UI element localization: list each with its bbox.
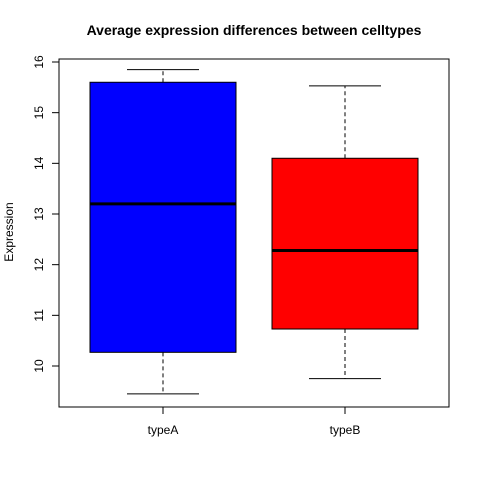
y-axis-label: Expression bbox=[2, 202, 16, 261]
box-typeA bbox=[89, 69, 237, 395]
y-tick-label-12: 12 bbox=[32, 258, 46, 272]
x-tick-label-typeB: typeB bbox=[330, 423, 361, 437]
box-typeB bbox=[271, 85, 419, 380]
y-tick-label-16: 16 bbox=[32, 55, 46, 69]
y-tick-label-11: 11 bbox=[32, 309, 46, 322]
boxes-group bbox=[89, 69, 419, 395]
x-axis: typeA typeB bbox=[148, 406, 361, 437]
y-tick-label-14: 14 bbox=[32, 156, 46, 170]
y-tick-label-15: 15 bbox=[32, 106, 46, 120]
y-tick-label-13: 13 bbox=[32, 207, 46, 221]
x-tick-label-typeA: typeA bbox=[148, 423, 179, 437]
y-tick-label-10: 10 bbox=[32, 359, 46, 373]
iqr-box-typeB bbox=[271, 157, 419, 330]
iqr-box-typeA bbox=[89, 81, 237, 353]
y-axis: 10 11 12 13 14 15 16 bbox=[32, 55, 60, 373]
chart-title: Average expression differences between c… bbox=[87, 22, 422, 38]
